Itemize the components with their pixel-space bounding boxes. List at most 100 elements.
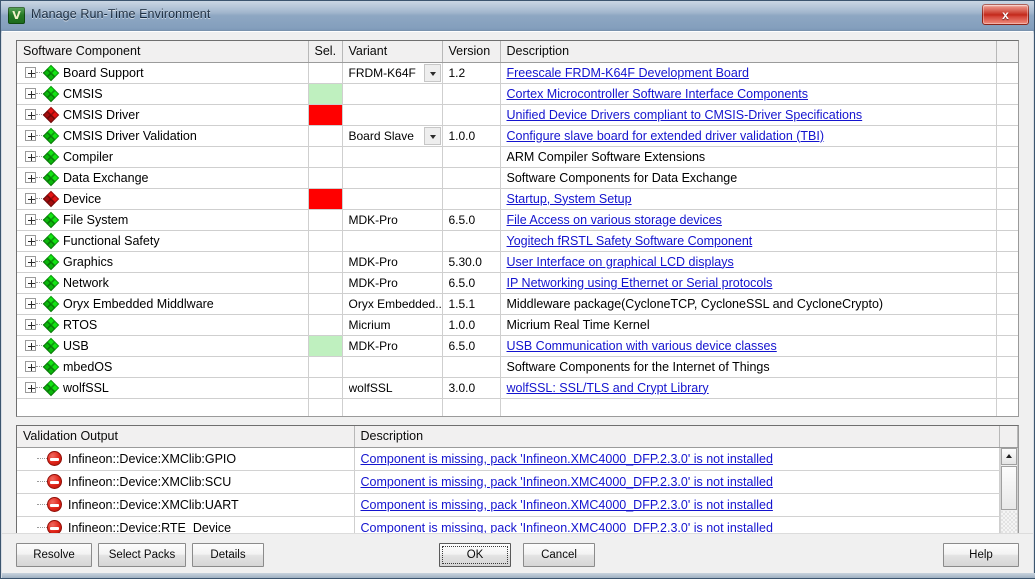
variant-cell[interactable] [342, 188, 443, 210]
table-row[interactable]: mbedOS Software Components for the Intern… [17, 356, 1018, 378]
component-name-cell[interactable]: Functional Safety [17, 230, 309, 252]
variant-cell[interactable]: Oryx Embedded... [342, 293, 443, 315]
variant-cell[interactable]: Micrium [342, 314, 443, 336]
selection-status-cell[interactable] [308, 125, 343, 147]
description-cell[interactable]: Unified Device Drivers compliant to CMSI… [500, 104, 997, 126]
expand-plus-icon[interactable] [25, 235, 36, 246]
details-button[interactable]: Details [192, 543, 264, 567]
description-cell[interactable]: Startup, System Setup [500, 188, 997, 210]
expand-plus-icon[interactable] [25, 256, 36, 267]
scroll-up-arrow-icon[interactable] [1001, 448, 1017, 465]
description-cell[interactable]: Configure slave board for extended drive… [500, 125, 997, 147]
table-row[interactable]: Graphics MDK-Pro 5.30.0 User Interface on g… [17, 251, 1018, 273]
chevron-down-icon[interactable] [423, 126, 441, 145]
component-name-cell[interactable]: RTOS [17, 314, 309, 336]
table-row[interactable]: Functional Safety Yogitech fRSTL Safety S… [17, 230, 1018, 252]
selection-status-cell[interactable] [308, 62, 343, 84]
expand-plus-icon[interactable] [25, 193, 36, 204]
variant-cell[interactable] [342, 83, 443, 105]
selection-status-cell-red[interactable] [308, 188, 343, 210]
component-name-cell[interactable]: Oryx Embedded Middlware [17, 293, 309, 315]
validation-description-cell[interactable]: Component is missing, pack 'Infineon.XMC… [354, 447, 1000, 471]
validation-description-link[interactable]: Component is missing, pack 'Infineon.XMC… [360, 497, 773, 512]
selection-status-cell-green[interactable] [308, 335, 343, 357]
description-link[interactable]: File Access on various storage devices [506, 212, 722, 227]
column-header-validation-output[interactable]: Validation Output [17, 426, 355, 448]
expand-plus-icon[interactable] [25, 361, 36, 372]
table-row[interactable]: Compiler ARM Compiler Software Extensions [17, 146, 1018, 168]
component-name-cell[interactable]: mbedOS [17, 356, 309, 378]
component-name-cell[interactable]: Graphics [17, 251, 309, 273]
component-name-cell[interactable]: CMSIS [17, 83, 309, 105]
table-row[interactable]: RTOS Micrium 1.0.0 Micrium Real Time Kernel [17, 314, 1018, 336]
expand-plus-icon[interactable] [25, 151, 36, 162]
selection-status-cell[interactable] [308, 230, 343, 252]
variant-cell[interactable] [342, 104, 443, 126]
variant-cell[interactable]: MDK-Pro [342, 209, 443, 231]
cancel-button[interactable]: Cancel [523, 543, 595, 567]
resolve-button[interactable]: Resolve [16, 543, 92, 567]
description-link[interactable]: Configure slave board for extended drive… [506, 128, 825, 143]
selection-status-cell[interactable] [308, 167, 343, 189]
expand-plus-icon[interactable] [25, 88, 36, 99]
validation-output-cell[interactable]: Infineon::Device:XMClib:SCU [17, 470, 355, 494]
scrollbar-thumb[interactable] [1001, 466, 1017, 510]
validation-description-cell[interactable]: Component is missing, pack 'Infineon.XMC… [354, 470, 1000, 494]
selection-status-cell[interactable] [308, 314, 343, 336]
component-name-cell[interactable]: Device [17, 188, 309, 210]
component-name-cell[interactable]: CMSIS Driver Validation [17, 125, 309, 147]
table-row[interactable]: CMSIS Cortex Microcontroller Software Int… [17, 83, 1018, 105]
variant-cell[interactable] [342, 167, 443, 189]
table-row[interactable]: File System MDK-Pro 6.5.0 File Access on va… [17, 209, 1018, 231]
selection-status-cell-red[interactable] [308, 104, 343, 126]
validation-output-cell[interactable]: Infineon::Device:XMClib:UART [17, 493, 355, 517]
table-row[interactable]: Board Support FRDM-K64F 1.2 Freescale FRDM-… [17, 62, 1018, 84]
variant-cell[interactable]: Board Slave [342, 125, 443, 147]
help-button[interactable]: Help [943, 543, 1019, 567]
variant-cell[interactable] [342, 230, 443, 252]
validation-description-link[interactable]: Component is missing, pack 'Infineon.XMC… [360, 474, 773, 489]
description-cell[interactable]: User Interface on graphical LCD displays [500, 251, 997, 273]
description-link[interactable]: User Interface on graphical LCD displays [506, 254, 734, 269]
expand-plus-icon[interactable] [25, 277, 36, 288]
selection-status-cell[interactable] [308, 146, 343, 168]
description-cell[interactable]: Cortex Microcontroller Software Interfac… [500, 83, 997, 105]
selection-status-cell[interactable] [308, 377, 343, 399]
list-item[interactable]: Infineon::Device:XMClib:GPIO Component is… [17, 447, 1018, 471]
variant-cell[interactable] [342, 146, 443, 168]
variant-cell[interactable]: FRDM-K64F [342, 62, 443, 84]
description-cell[interactable]: File Access on various storage devices [500, 209, 997, 231]
expand-plus-icon[interactable] [25, 130, 36, 141]
selection-status-cell-green[interactable] [308, 83, 343, 105]
expand-plus-icon[interactable] [25, 382, 36, 393]
selection-status-cell[interactable] [308, 209, 343, 231]
variant-cell[interactable]: MDK-Pro [342, 335, 443, 357]
table-row[interactable]: USB MDK-Pro 6.5.0 USB Communication with va… [17, 335, 1018, 357]
component-name-cell[interactable]: CMSIS Driver [17, 104, 309, 126]
column-header-version[interactable]: Version [442, 41, 501, 63]
description-cell[interactable]: Yogitech fRSTL Safety Software Component [500, 230, 997, 252]
table-row[interactable]: CMSIS Driver Validation Board Slave 1.0.0 C… [17, 125, 1018, 147]
description-link[interactable]: Yogitech fRSTL Safety Software Component [506, 233, 753, 248]
list-item[interactable]: Infineon::Device:XMClib:UART Component is… [17, 493, 1018, 517]
component-name-cell[interactable]: Board Support [17, 62, 309, 84]
close-button[interactable]: x [982, 4, 1029, 25]
column-header-description[interactable]: Description [500, 41, 997, 63]
description-cell[interactable]: USB Communication with various device cl… [500, 335, 997, 357]
table-row[interactable]: CMSIS Driver Unified Device Drivers compl… [17, 104, 1018, 126]
description-link[interactable]: Startup, System Setup [506, 191, 632, 206]
select-packs-button[interactable]: Select Packs [98, 543, 186, 567]
expand-plus-icon[interactable] [25, 298, 36, 309]
table-row[interactable]: Device Startup, System Setup [17, 188, 1018, 210]
validation-description-cell[interactable]: Component is missing, pack 'Infineon.XMC… [354, 493, 1000, 517]
component-name-cell[interactable]: wolfSSL [17, 377, 309, 399]
validation-description-link[interactable]: Component is missing, pack 'Infineon.XMC… [360, 520, 773, 535]
table-row[interactable]: Network MDK-Pro 6.5.0 IP Networking using E… [17, 272, 1018, 294]
expand-plus-icon[interactable] [25, 340, 36, 351]
description-cell[interactable]: IP Networking using Ethernet or Serial p… [500, 272, 997, 294]
list-item[interactable]: Infineon::Device:XMClib:SCU Component is … [17, 470, 1018, 494]
component-name-cell[interactable]: Network [17, 272, 309, 294]
description-link[interactable]: wolfSSL: SSL/TLS and Crypt Library [506, 380, 709, 395]
description-link[interactable]: Unified Device Drivers compliant to CMSI… [506, 107, 863, 122]
description-cell[interactable]: Freescale FRDM-K64F Development Board [500, 62, 997, 84]
